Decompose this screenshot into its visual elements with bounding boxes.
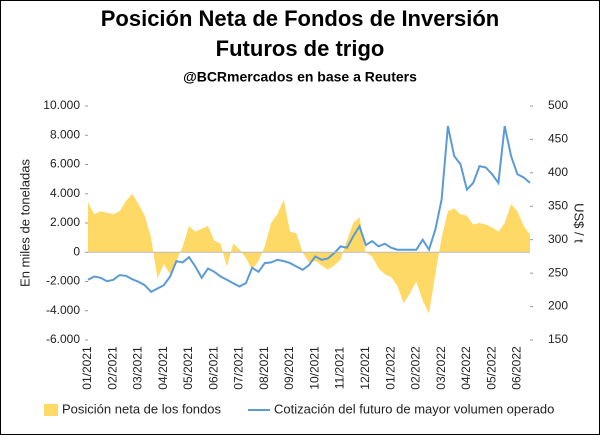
y-tick-label: -6.000 [46,332,80,346]
y2-tick-label: 300 [548,232,568,246]
y-tick-label: 8.000 [50,127,80,141]
x-tick-label: 03/2021 [131,346,145,390]
x-tick-label: 04/2021 [156,346,170,390]
y-tick-label: -2.000 [46,274,80,288]
x-tick-label: 03/2022 [434,346,448,390]
x-tick-label: 07/2021 [232,346,246,390]
x-tick-label: 06/2021 [206,346,220,390]
area [88,193,530,314]
y2-tick-label: 450 [548,132,568,146]
y-tick-label: -4.000 [46,303,80,317]
x-tick-label: 02/2021 [105,346,119,390]
x-tick-label: 08/2021 [257,346,271,390]
source: @BCRmercados en base a Reuters [183,69,417,85]
y2-tick-label: 500 [548,98,568,112]
x-tick-label: 04/2022 [459,346,473,390]
y2-axis-title: US$ / t [572,203,587,243]
y2-tick-label: 350 [548,198,568,212]
y2-tick-label: 400 [548,165,568,179]
y-tick-label: 10.000 [43,98,80,112]
y-tick-label: 6.000 [50,157,80,171]
legend-label: Cotización del futuro de mayor volumen o… [274,401,554,416]
y2-tick-label: 250 [548,265,568,279]
y2-tick-label: 150 [548,332,568,346]
x-tick-label: 09/2021 [282,346,296,390]
y2-tick-label: 200 [548,299,568,313]
x-tick-label: 11/2021 [333,346,347,389]
legend-swatch [44,404,58,416]
y-tick-label: 0 [73,244,80,258]
x-tick-label: 12/2021 [358,346,372,390]
chart-title: Posición Neta de Fondos de Inversión [101,6,500,31]
x-tick-label: 06/2022 [510,346,524,390]
chart-subtitle: Futuros de trigo [216,36,385,61]
x-tick-label: 05/2021 [181,346,195,390]
x-tick-label: 02/2022 [409,346,423,390]
x-tick-label: 10/2021 [307,346,321,390]
legend-label: Posición neta de los fondos [62,401,221,416]
x-tick-label: 05/2022 [484,346,498,390]
y-tick-label: 4.000 [50,186,80,200]
x-tick-label: 01/2022 [383,346,397,390]
line [87,125,531,294]
x-tick-label: 01/2021 [80,346,94,390]
y-axis-title: En miles de toneladas [17,159,32,287]
y-tick-label: 2.000 [50,215,80,229]
